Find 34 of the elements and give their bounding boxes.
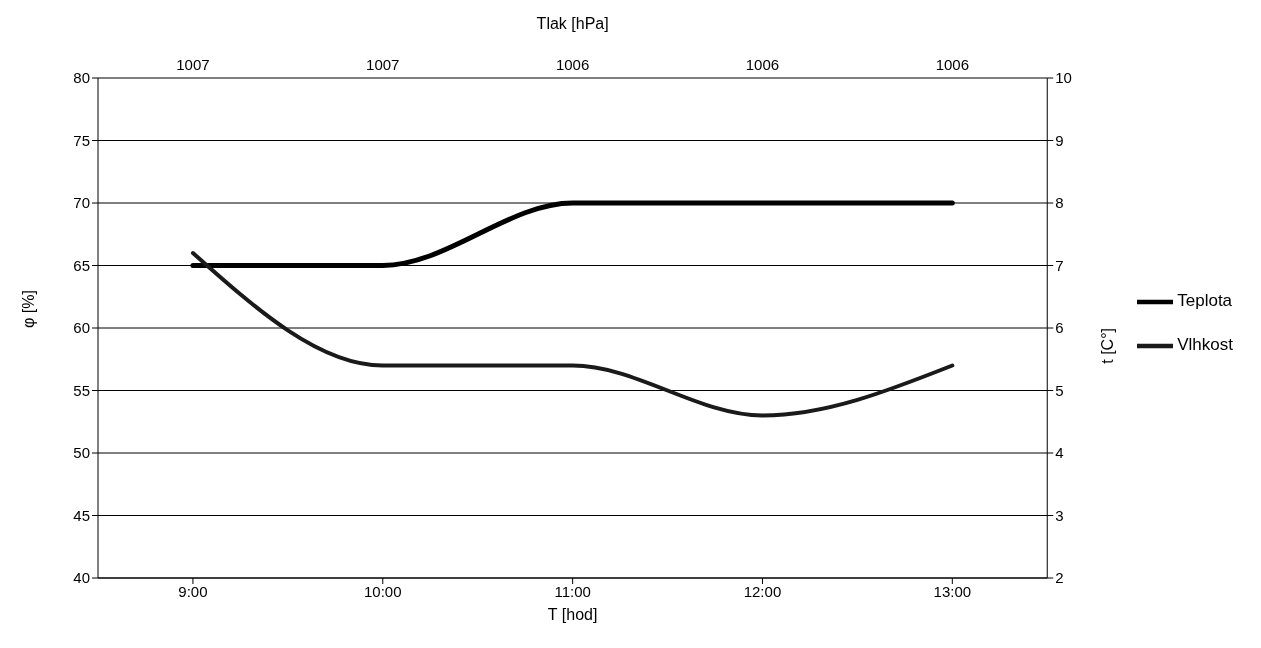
y2-tick-label: 10 bbox=[1055, 69, 1072, 87]
x-tick-label: 11:00 bbox=[554, 582, 591, 600]
y2-tick-label: 3 bbox=[1055, 506, 1064, 524]
y-tick-label: 40 bbox=[73, 569, 90, 587]
text: 1006 bbox=[935, 56, 970, 73]
x2-axis-title: Tlak [hPa] bbox=[536, 15, 609, 33]
x-tick-label: 13:00 bbox=[933, 582, 972, 600]
y2-tick-label: 8 bbox=[1055, 194, 1064, 212]
y2-axis-title: t [C°] bbox=[1098, 328, 1116, 364]
y-tick-label: 50 bbox=[73, 444, 90, 462]
y-tick-label: 45 bbox=[73, 506, 90, 524]
x-tick-label: 12:00 bbox=[743, 582, 782, 600]
y-tick-label: 60 bbox=[73, 319, 90, 337]
y2-tick-label: 2 bbox=[1055, 569, 1064, 587]
y-tick-label: 75 bbox=[73, 131, 90, 149]
y-tick-label: 55 bbox=[73, 381, 90, 399]
y2-tick-label: 5 bbox=[1055, 381, 1064, 399]
text: 1007 bbox=[176, 56, 210, 73]
text: 1006 bbox=[745, 56, 780, 73]
y2-tick-label: 9 bbox=[1055, 131, 1064, 149]
y-tick-label: 70 bbox=[73, 194, 90, 212]
y-axis-title: φ [%] bbox=[19, 290, 37, 328]
legend-label: Vlhkost bbox=[1177, 335, 1233, 354]
x-tick-label: 10:00 bbox=[364, 582, 402, 600]
y2-tick-label: 4 bbox=[1055, 444, 1064, 462]
y-tick-label: 80 bbox=[73, 69, 90, 87]
x-axis-title: T [hod] bbox=[547, 606, 598, 623]
text: 1006 bbox=[555, 56, 590, 73]
y-tick-label: 65 bbox=[73, 256, 90, 274]
y2-tick-label: 6 bbox=[1055, 319, 1064, 337]
y2-tick-label: 7 bbox=[1055, 256, 1064, 274]
x-tick-label: 9:00 bbox=[178, 582, 208, 600]
text: 1007 bbox=[366, 56, 400, 73]
legend-label: Teplota bbox=[1177, 291, 1233, 310]
